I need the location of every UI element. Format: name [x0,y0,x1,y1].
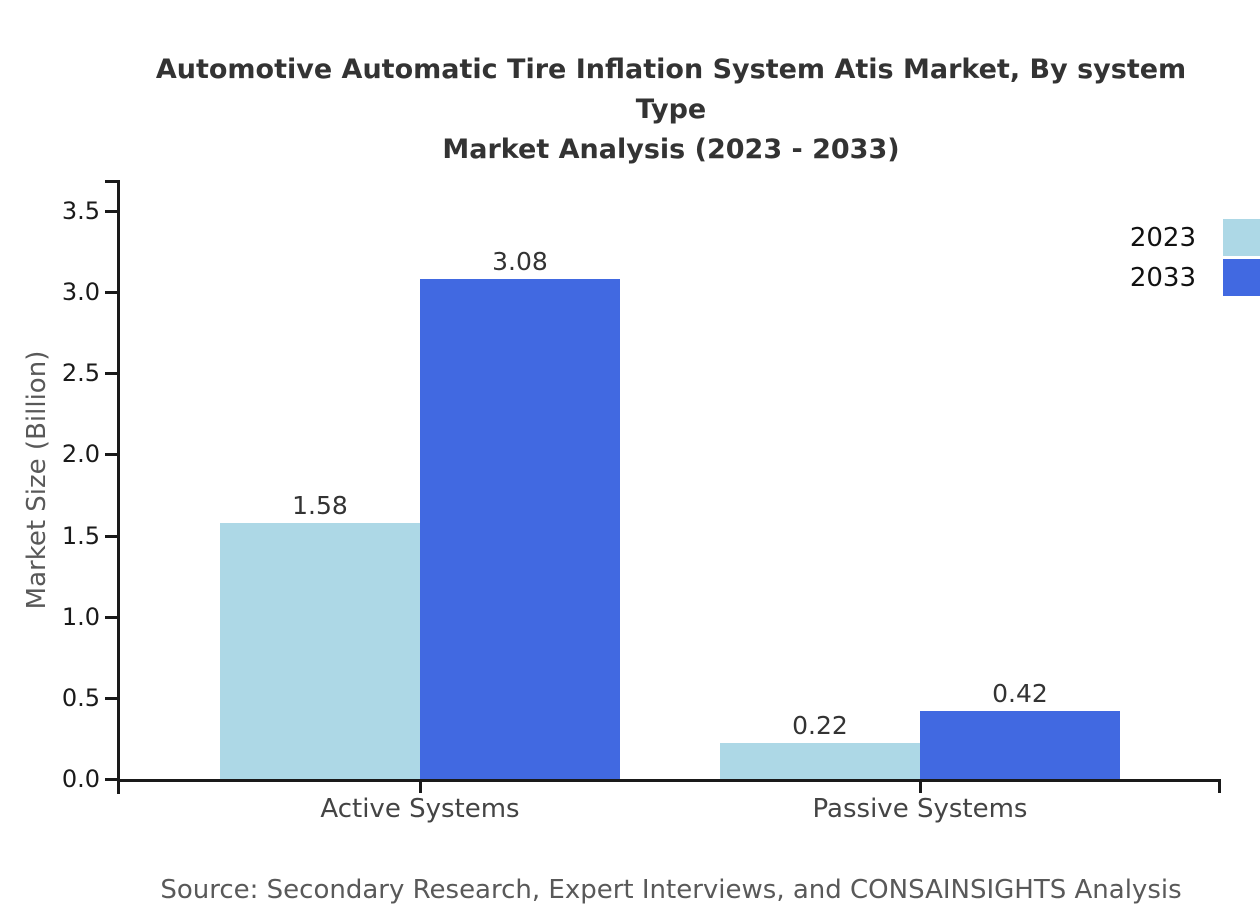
x-axis-right-cap [1218,779,1221,793]
legend-swatch-2033 [1223,259,1260,296]
y-tick [105,453,118,456]
bar-value-label: 3.08 [492,247,548,276]
y-tick [105,535,118,538]
y-tick-label: 1.0 [61,603,100,631]
legend-label-2033: 2033 [1129,263,1196,293]
y-tick [105,372,118,375]
y-tick [105,778,118,781]
bar-2033-passive-systems [920,711,1120,779]
chart-title-line1: Automotive Automatic Tire Inflation Syst… [155,54,1187,125]
x-category-label-active-systems: Active Systems [320,794,520,824]
bar-2033-active-systems [420,279,620,779]
bar-2023-active-systems [220,523,420,779]
bar-value-label: 0.42 [992,679,1048,708]
bar-value-label: 0.22 [792,711,848,740]
y-axis-spine [117,180,120,794]
y-tick-label: 3.5 [61,197,100,225]
source-note: Source: Secondary Research, Expert Inter… [160,875,1182,905]
y-tick-label: 0.5 [61,684,100,712]
y-axis-top-cap [105,180,118,183]
y-tick [105,210,118,213]
x-tick [419,779,422,793]
y-tick-label: 3.0 [61,278,100,306]
x-tick [919,779,922,793]
chart-title: Automotive Automatic Tire Inflation Syst… [120,50,1222,170]
y-tick-label: 0.0 [61,765,100,793]
y-tick [105,616,118,619]
y-tick-label: 2.5 [61,359,100,387]
bar-value-label: 1.58 [292,491,348,520]
y-tick-label: 1.5 [61,522,100,550]
legend-label-2023: 2023 [1129,223,1196,253]
x-category-label-passive-systems: Passive Systems [812,794,1028,824]
legend-swatch-2023 [1223,219,1260,256]
bar-2023-passive-systems [720,743,920,779]
y-tick [105,697,118,700]
x-axis-spine [117,779,1221,782]
y-tick [105,291,118,294]
y-tick-label: 2.0 [61,440,100,468]
chart-title-line2: Market Analysis (2023 - 2033) [442,134,900,165]
